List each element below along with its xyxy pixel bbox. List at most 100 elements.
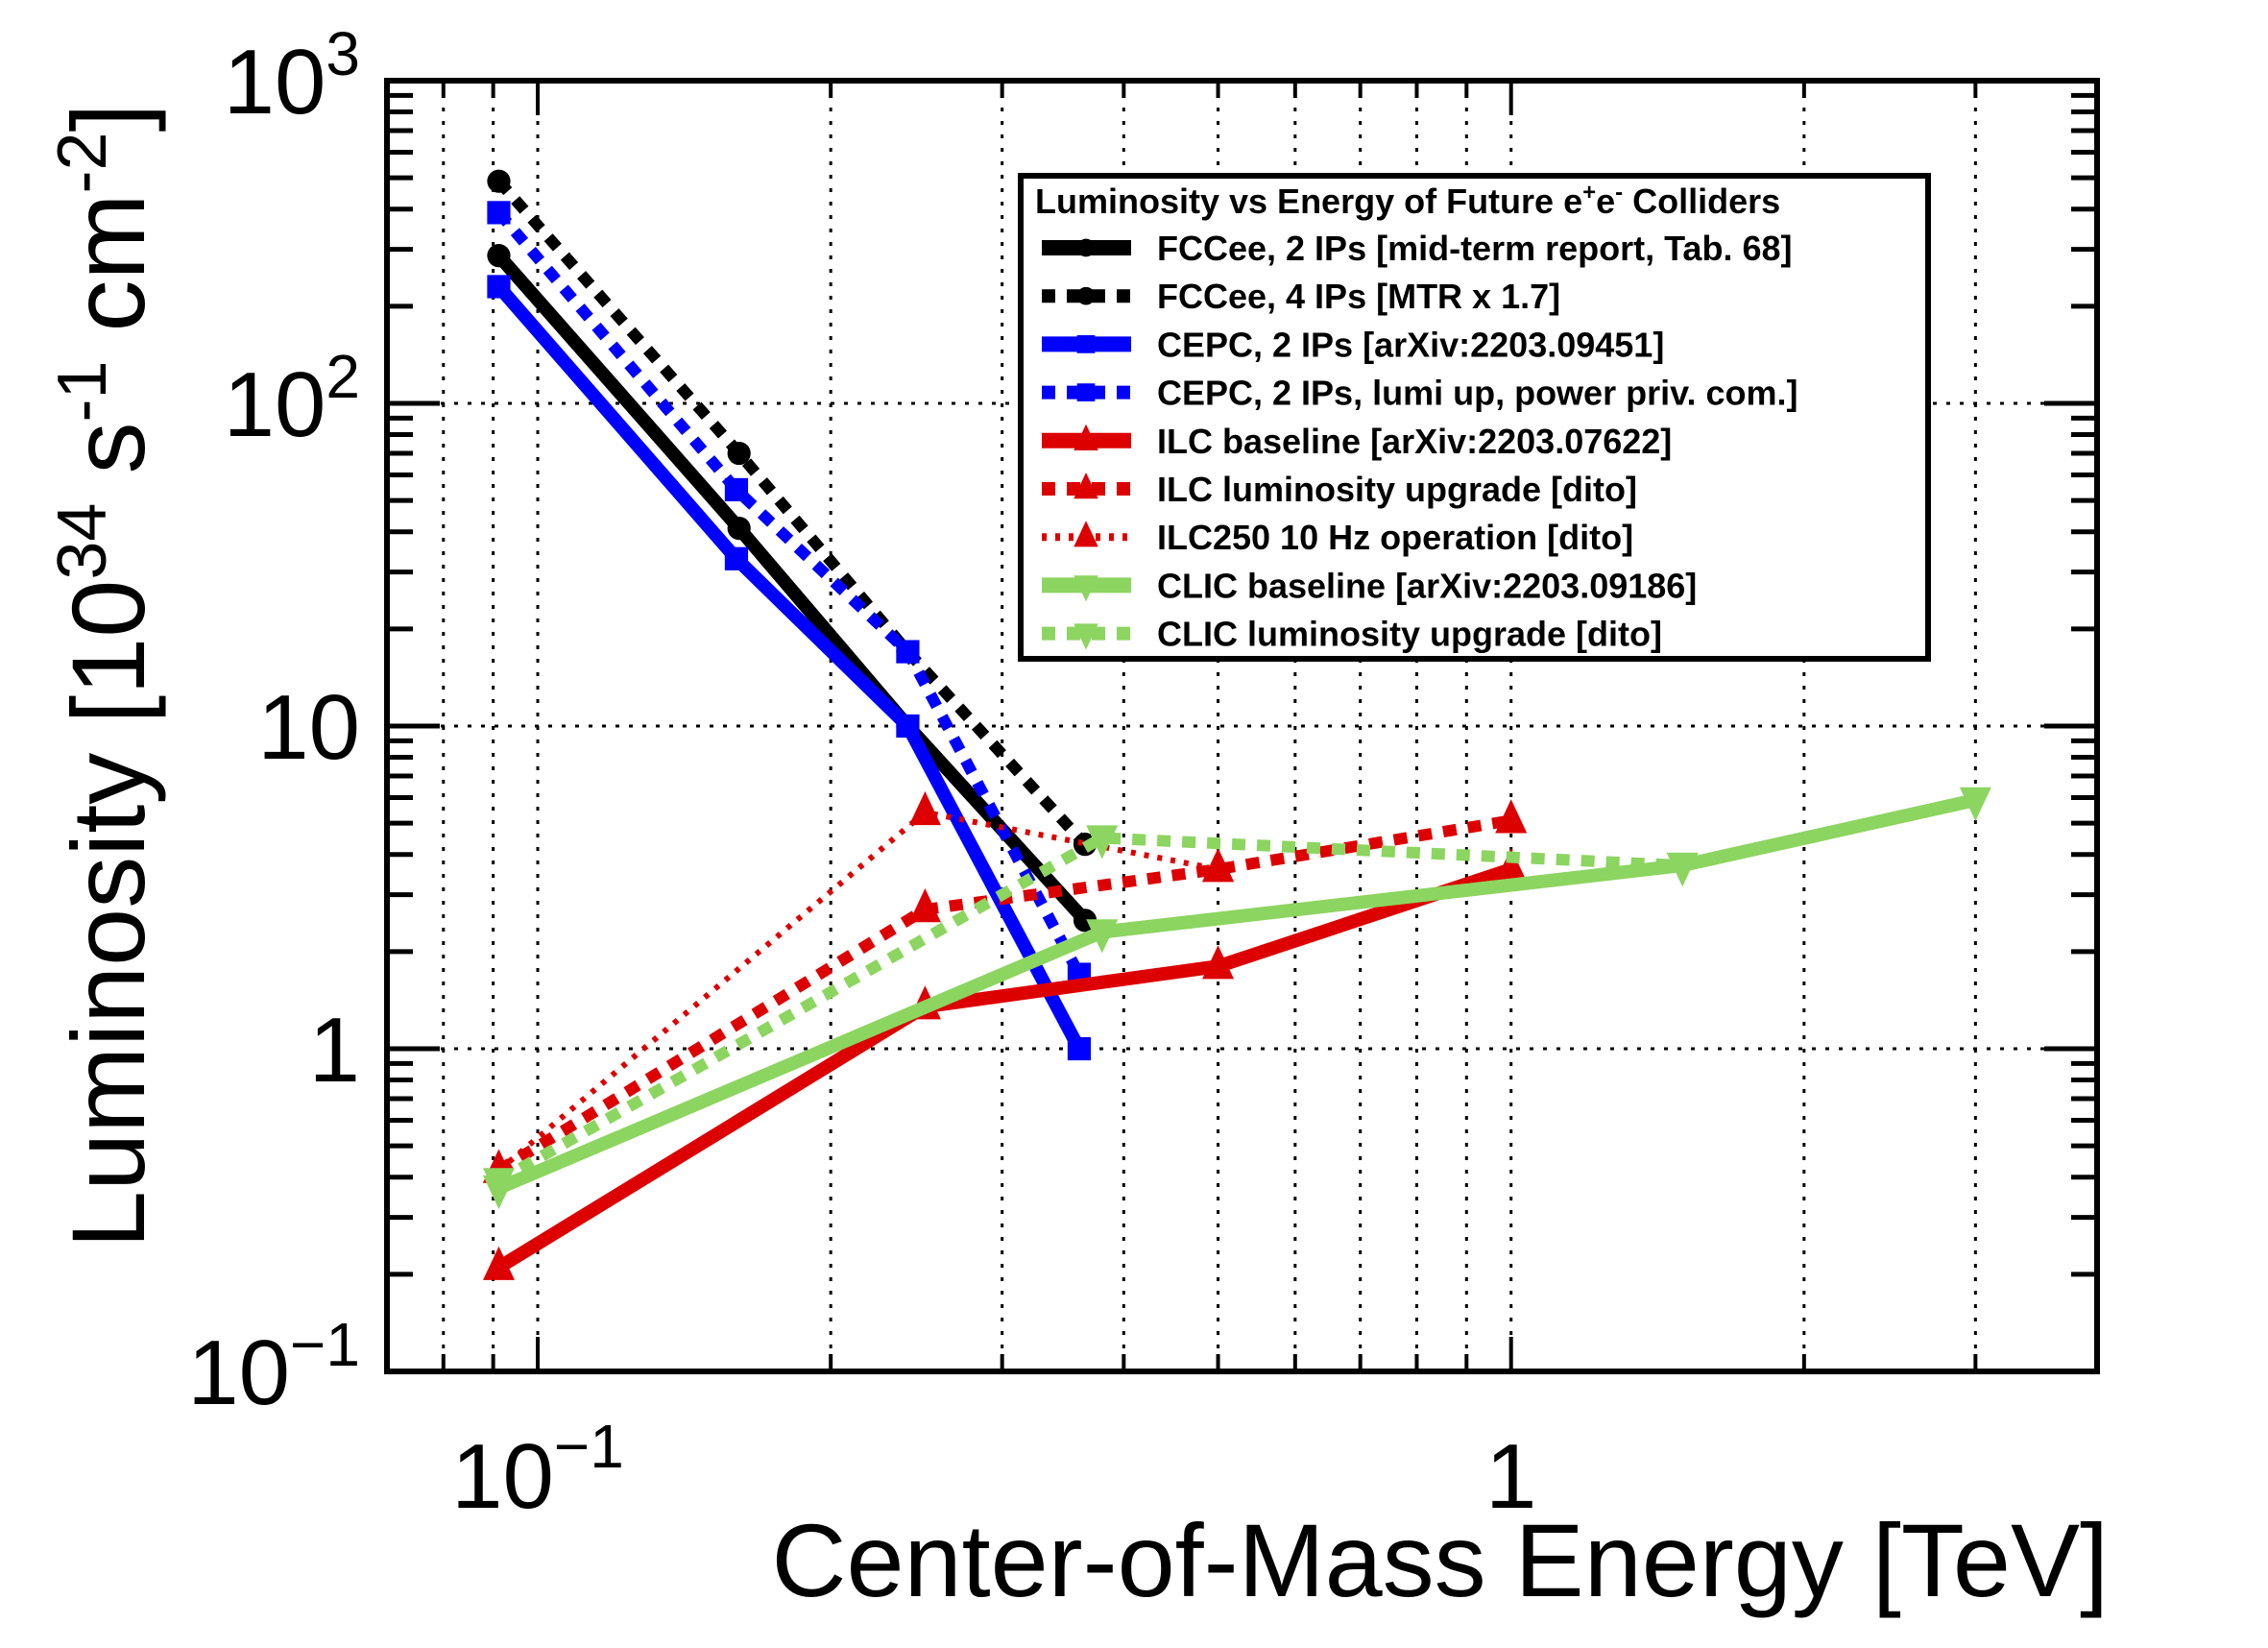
legend-marker bbox=[1076, 286, 1096, 305]
series-line bbox=[495, 832, 1683, 1186]
data-point bbox=[1202, 848, 1235, 883]
legend-marker bbox=[1074, 521, 1098, 547]
legend-title-main: Luminosity vs Energy of Future e bbox=[1035, 182, 1582, 221]
legend-label: CEPC, 2 IPs, lumi up, power priv. com.] bbox=[1157, 374, 1798, 413]
legend-marker bbox=[1076, 383, 1096, 401]
data-point bbox=[1666, 852, 1699, 887]
legend-title-sup1: + bbox=[1582, 180, 1596, 206]
legend-entry: FCCee, 2 IPs [mid-term report, Tab. 68] bbox=[1042, 229, 1792, 268]
legend-label: FCCee, 4 IPs [MTR x 1.7] bbox=[1157, 277, 1560, 316]
data-point bbox=[1086, 919, 1119, 954]
data-point bbox=[1067, 1036, 1092, 1061]
y-axis-title-mid1: s bbox=[50, 423, 166, 503]
y-tick-label-base: 10 bbox=[257, 676, 360, 779]
y-axis-title-exp1: 34 bbox=[44, 503, 121, 580]
y-tick-label-base: 10 bbox=[187, 1321, 290, 1424]
legend-label: CLIC luminosity upgrade [dito] bbox=[1157, 615, 1662, 654]
data-point bbox=[1495, 799, 1528, 834]
series-line bbox=[494, 281, 1086, 1053]
y-axis-title-exp2: -1 bbox=[44, 361, 121, 423]
series-line bbox=[495, 814, 1512, 1175]
x-tick-label-base: 10 bbox=[451, 1425, 554, 1528]
data-point bbox=[482, 1246, 515, 1280]
y-axis-title-mid2: cm bbox=[50, 194, 166, 361]
data-point bbox=[487, 169, 511, 193]
y-axis-title-end: ] bbox=[50, 103, 166, 132]
legend-label: CLIC baseline [arXiv:2203.09186] bbox=[1157, 566, 1697, 605]
x-tick-label-exponent: −1 bbox=[554, 1412, 624, 1481]
legend-label: ILC250 10 Hz operation [dito] bbox=[1157, 518, 1633, 557]
data-point bbox=[908, 888, 941, 923]
data-point bbox=[908, 790, 941, 826]
legend-title-mid: e bbox=[1596, 182, 1615, 221]
y-tick-label-exponent: −1 bbox=[290, 1310, 360, 1379]
y-tick-label: 10−1 bbox=[187, 1310, 360, 1424]
data-point bbox=[487, 201, 511, 225]
legend-entry: CEPC, 2 IPs, lumi up, power priv. com.] bbox=[1042, 374, 1798, 413]
series-line bbox=[495, 177, 1090, 849]
series-line bbox=[494, 251, 1091, 926]
data-point bbox=[727, 517, 751, 541]
y-tick-label-exponent: 3 bbox=[326, 19, 360, 88]
legend-entry: ILC baseline [arXiv:2203.07622] bbox=[1042, 422, 1672, 461]
legend-marker bbox=[1074, 623, 1098, 650]
legend-marker bbox=[1074, 473, 1098, 499]
data-point bbox=[1495, 848, 1528, 883]
data-point bbox=[724, 546, 749, 570]
x-tick-label-base: 1 bbox=[1485, 1425, 1536, 1528]
y-tick-label: 1 bbox=[309, 999, 360, 1102]
legend-entry: ILC luminosity upgrade [dito] bbox=[1042, 470, 1637, 509]
series-layer bbox=[482, 169, 1991, 1280]
x-axis-title: Center-of-Mass Energy [TeV] bbox=[771, 1502, 2109, 1618]
series-8 bbox=[482, 825, 1699, 1202]
legend-entry: CEPC, 2 IPs [arXiv:2203.09451] bbox=[1042, 325, 1664, 364]
legend-entry: CLIC luminosity upgrade [dito] bbox=[1042, 615, 1662, 654]
data-point bbox=[727, 441, 751, 466]
y-axis-title-exp3: -2 bbox=[44, 132, 121, 193]
legend-entry: CLIC baseline [arXiv:2203.09186] bbox=[1042, 566, 1697, 605]
legend-frame bbox=[1018, 173, 1931, 662]
y-tick-label-exponent: 2 bbox=[326, 342, 360, 411]
data-point bbox=[487, 275, 511, 299]
data-point bbox=[1086, 825, 1119, 860]
x-tick-label: 1 bbox=[1485, 1425, 1536, 1528]
data-point bbox=[1202, 945, 1235, 980]
legend-marker bbox=[1076, 335, 1096, 353]
data-point bbox=[724, 477, 749, 502]
y-axis-title-main: Luminosity [10 bbox=[50, 580, 166, 1248]
legend-label: FCCee, 2 IPs [mid-term report, Tab. 68] bbox=[1157, 229, 1792, 268]
legend-label: ILC baseline [arXiv:2203.07622] bbox=[1157, 422, 1672, 461]
legend-entry: ILC250 10 Hz operation [dito] bbox=[1042, 518, 1633, 557]
y-tick-label: 102 bbox=[224, 342, 360, 456]
series-2 bbox=[487, 275, 1092, 1061]
series-line bbox=[494, 208, 1085, 978]
data-point bbox=[487, 244, 511, 268]
legend-label: ILC luminosity upgrade [dito] bbox=[1157, 470, 1637, 509]
legend-label: CEPC, 2 IPs [arXiv:2203.09451] bbox=[1157, 325, 1664, 364]
series-line bbox=[495, 862, 1513, 1273]
plot-frame bbox=[384, 78, 2100, 1374]
y-tick-label-base: 1 bbox=[309, 999, 360, 1102]
legend-marker bbox=[1076, 238, 1096, 257]
data-point bbox=[896, 714, 920, 739]
legend-title-sup2: - bbox=[1615, 180, 1623, 206]
legend-entry: FCCee, 4 IPs [MTR x 1.7] bbox=[1042, 277, 1560, 316]
legend-title: Luminosity vs Energy of Future e+e- Coll… bbox=[1035, 180, 1780, 221]
y-tick-label: 103 bbox=[224, 19, 360, 133]
series-line bbox=[496, 809, 1219, 1173]
x-tick-label: 10−1 bbox=[451, 1412, 624, 1528]
legend-marker bbox=[1074, 424, 1098, 450]
data-point bbox=[896, 640, 920, 664]
series-line bbox=[495, 793, 1977, 1195]
y-tick-label-base: 10 bbox=[224, 31, 326, 133]
legend: Luminosity vs Energy of Future e+e- Coll… bbox=[1018, 173, 1931, 662]
data-point bbox=[482, 1168, 515, 1202]
legend-entries: FCCee, 2 IPs [mid-term report, Tab. 68] F… bbox=[1042, 229, 1798, 654]
y-tick-label-base: 10 bbox=[224, 353, 326, 456]
y-axis-title: Luminosity [1034 s-1 cm-2] bbox=[44, 103, 166, 1248]
legend-title-end: Colliders bbox=[1623, 182, 1780, 221]
data-point bbox=[1959, 787, 1991, 821]
legend-marker bbox=[1074, 575, 1098, 602]
